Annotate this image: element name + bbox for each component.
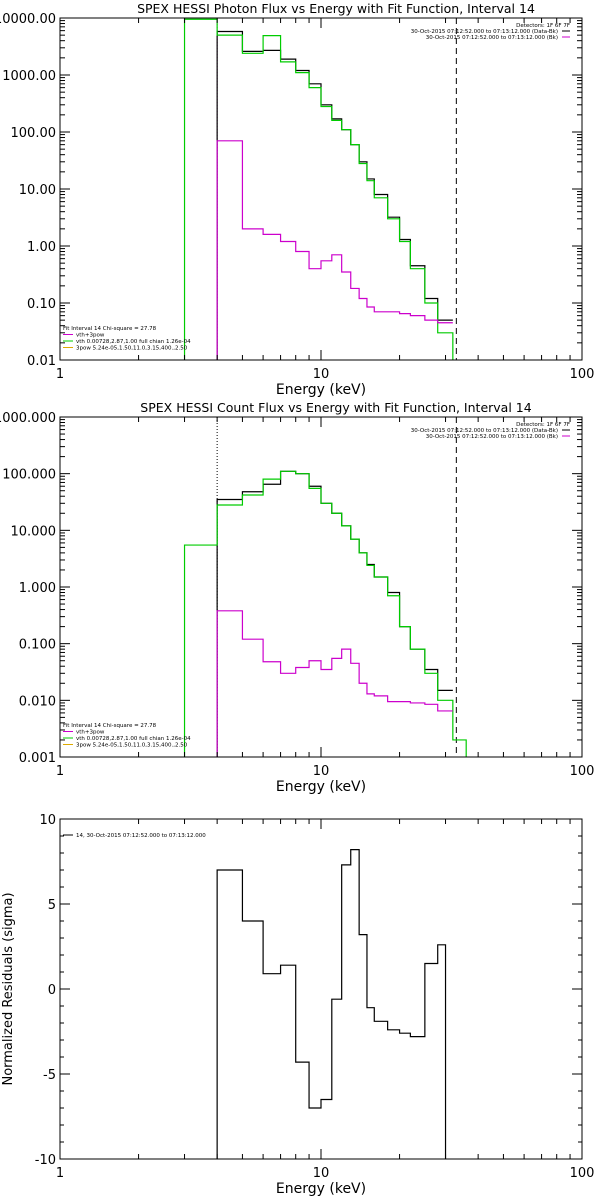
y-tick-label: 5 [48,898,56,913]
legend-left-entry: vth 0.00728,2.87,1.00 full chian 1.26e-0… [76,736,191,742]
chart-title: SPEX HESSI Count Flux vs Energy with Fit… [140,400,531,415]
legend-right-entry: 30-Oct-2015 07:12:52.000 to 07:13:12.000… [411,29,558,35]
y-tick-label: 0.001 [19,751,56,766]
series-2-steps [183,470,467,757]
plot-area [216,849,447,1159]
y-tick-label: 0.10 [27,297,56,312]
plot-area [183,18,457,360]
series-1-steps [216,470,453,757]
x-axis-label: Energy (keV) [276,382,366,398]
x-tick-label: 10 [313,1166,330,1181]
legend-right-entry: Detectors: 1F 6F 7F [516,422,570,428]
y-tick-label: -5 [43,1068,56,1083]
y-tick-label: 1.000 [19,581,56,596]
legend-left-entry: vth+3pow [76,333,105,339]
y-tick-label: 10000.00 [0,12,56,27]
y-tick-label: 0.01 [27,354,56,369]
chart-panel-1: 1 10 100 0.01 0.10 1.00 10.00 100.00 1000.00 1000… [0,1,594,398]
legend-left-entry: vth+3pow [76,730,105,736]
x-tick-label: 100 [570,367,595,382]
y-tick-label: 10.00 [19,183,56,198]
legend-right-entry: 30-Oct-2015 07:12:52.000 to 07:13:12.000… [426,35,558,41]
plot-frame [59,17,583,361]
x-tick-label: 1 [56,764,64,779]
y-tick-label: 1000.00 [2,69,56,84]
x-tick-label: 1 [56,367,64,382]
y-tick-label: 0.100 [19,638,56,653]
legend-right-entry: 30-Oct-2015 07:12:52.000 to 07:13:12.000… [411,428,558,434]
series-3-steps [216,610,453,757]
x-axis-label: Energy (keV) [276,1181,366,1197]
series-3-steps [216,140,453,360]
chart-panel-2: 1 10 100 0.001 0.010 0.100 1.000 10.000 100.000 1… [0,400,594,795]
x-tick-label: 1 [56,1166,64,1181]
plot-frame [59,416,583,758]
legend-left-entry: vth 0.00728,2.87,1.00 full chian 1.26e-0… [76,339,191,345]
legend-left-entry: Fit Interval 14 Chi-square = 27.78 [63,326,157,332]
series-1-steps [216,30,453,360]
chart-title: SPEX HESSI Photon Flux vs Energy with Fi… [137,1,535,16]
x-axis-label: Energy (keV) [276,779,366,795]
x-tick-label: 10 [313,367,330,382]
y-tick-label: 100.00 [11,126,57,141]
legend-left-entry: 14, 30-Oct-2015 07:12:52.000 to 07:13:12… [76,833,206,839]
x-tick-label: 10 [313,764,330,779]
legend-left-entry: 3pow 5.24e-05,1.50,11.0,3.15,400.,2.50 [76,346,188,352]
series-2-steps [183,18,454,360]
y-tick-label: 100.000 [2,468,56,483]
y-tick-label: -10 [35,1153,56,1168]
y-tick-label: 0 [48,983,56,998]
series-1-steps [216,849,447,1159]
y-tick-label: 10 [39,813,56,828]
legend-right-entry: 30-Oct-2015 07:12:52.000 to 07:13:12.000… [426,434,558,440]
legend-left-entry: 3pow 5.24e-05,1.50,11.0,3.15,400.,2.50 [76,743,188,749]
y-axis-label: Normalized Residuals (sigma) [1,892,16,1085]
plot-area [183,417,467,757]
y-tick-label: 1.00 [27,240,56,255]
y-tick-label: 10.000 [11,524,57,539]
x-tick-label: 100 [570,764,595,779]
legend-right-entry: Detectors: 1F 6F 7F [516,23,570,29]
legend-left-entry: Fit Interval 14 Chi-square = 27.78 [63,723,157,729]
x-tick-label: 100 [570,1166,595,1181]
y-tick-label: 1000.000 [0,411,56,426]
y-tick-label: 0.010 [19,694,56,709]
